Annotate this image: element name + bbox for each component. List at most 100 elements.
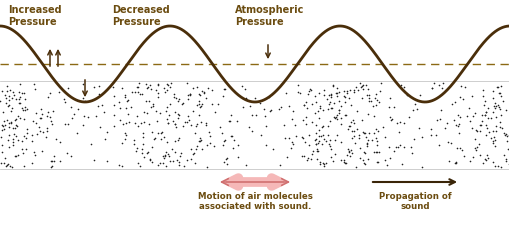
Point [12, 154, 20, 158]
Point [430, 82, 438, 86]
Point [178, 102, 186, 105]
Point [434, 84, 442, 87]
Point [142, 82, 150, 86]
Point [159, 135, 167, 139]
Point [318, 125, 326, 129]
Point [358, 158, 366, 162]
Point [8, 97, 16, 101]
Point [465, 160, 473, 163]
Point [305, 89, 313, 93]
Point [202, 96, 210, 100]
Point [356, 86, 364, 90]
Point [442, 122, 450, 125]
Point [496, 127, 504, 131]
Point [402, 94, 410, 98]
Point [0, 161, 5, 165]
Point [327, 93, 335, 96]
Point [471, 149, 479, 153]
Point [332, 118, 341, 122]
Point [261, 143, 269, 147]
Point [358, 88, 366, 92]
Point [122, 122, 130, 125]
Point [495, 108, 503, 112]
Point [3, 85, 11, 88]
Point [290, 123, 298, 127]
Point [320, 165, 328, 169]
Point [380, 136, 388, 140]
Point [484, 130, 492, 134]
Point [322, 98, 330, 102]
Text: Motion of air molecules
associated with sound.: Motion of air molecules associated with … [197, 191, 312, 210]
Point [404, 115, 412, 119]
Point [210, 145, 218, 149]
Point [482, 127, 490, 131]
Point [353, 89, 361, 92]
Point [171, 140, 179, 144]
Point [314, 135, 322, 138]
Point [80, 114, 89, 118]
Point [171, 150, 179, 154]
Point [417, 136, 426, 140]
Point [345, 150, 353, 154]
Point [4, 163, 12, 166]
Point [311, 123, 319, 127]
Point [146, 159, 154, 162]
Point [357, 85, 365, 89]
Point [118, 164, 126, 168]
Point [503, 147, 509, 151]
Point [313, 149, 321, 153]
Point [15, 98, 23, 102]
Point [363, 112, 371, 116]
Point [160, 153, 168, 157]
Point [301, 123, 309, 126]
Point [362, 144, 371, 148]
Point [109, 125, 118, 128]
Point [9, 127, 17, 130]
Point [70, 112, 78, 116]
Point [80, 100, 89, 104]
Point [394, 130, 403, 134]
Point [222, 156, 231, 160]
Point [268, 93, 276, 96]
Point [192, 123, 201, 127]
Point [330, 101, 338, 105]
Point [227, 113, 235, 117]
Point [325, 144, 333, 148]
Point [320, 163, 328, 166]
Point [349, 134, 357, 138]
Point [357, 119, 365, 122]
Point [464, 106, 472, 110]
Point [385, 157, 393, 160]
Point [478, 162, 487, 165]
Point [127, 106, 135, 109]
Point [47, 122, 55, 126]
Point [20, 97, 29, 101]
Point [194, 114, 202, 118]
Point [315, 92, 323, 96]
Point [133, 162, 142, 165]
Point [374, 150, 382, 154]
Point [327, 107, 335, 110]
Point [18, 106, 26, 110]
Point [13, 125, 21, 128]
Point [116, 106, 124, 110]
Point [369, 150, 377, 154]
Point [1, 157, 9, 161]
Point [314, 128, 322, 132]
Point [373, 139, 381, 143]
Point [38, 131, 46, 135]
Point [311, 131, 319, 135]
Point [46, 92, 54, 96]
Point [133, 85, 141, 89]
Point [60, 98, 68, 101]
Point [502, 140, 509, 143]
Point [393, 146, 401, 149]
Point [130, 143, 138, 146]
Point [414, 127, 422, 131]
Point [336, 158, 345, 162]
Point [369, 132, 377, 136]
Point [200, 92, 208, 95]
Point [176, 151, 184, 155]
Point [90, 86, 98, 89]
Point [319, 134, 327, 137]
